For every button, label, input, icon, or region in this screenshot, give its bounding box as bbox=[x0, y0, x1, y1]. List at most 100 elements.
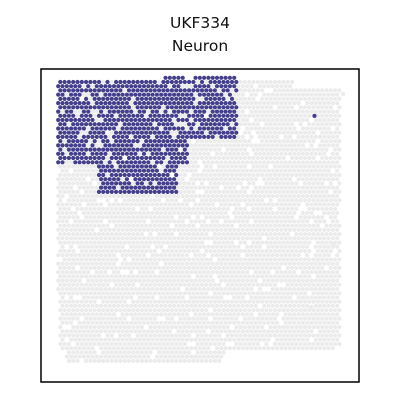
neuron-spot bbox=[146, 126, 151, 131]
tissue-spot bbox=[202, 202, 207, 207]
neuron-spot bbox=[66, 139, 71, 144]
neuron-spot bbox=[73, 151, 78, 156]
tissue-spot bbox=[204, 308, 209, 313]
tissue-spot bbox=[330, 227, 335, 232]
tissue-spot bbox=[225, 333, 230, 338]
neuron-spot bbox=[135, 164, 140, 169]
tissue-spot bbox=[257, 117, 262, 123]
tissue-spot bbox=[302, 172, 308, 178]
tissue-spot bbox=[96, 291, 102, 296]
neuron-spot bbox=[212, 79, 217, 85]
neuron-spot bbox=[114, 172, 119, 178]
tissue-spot bbox=[146, 354, 151, 359]
neuron-spot bbox=[79, 147, 84, 152]
tissue-spot bbox=[251, 206, 256, 211]
tissue-spot bbox=[298, 325, 303, 330]
tissue-spot bbox=[193, 202, 198, 207]
tissue-spot bbox=[66, 206, 71, 211]
tissue-spot bbox=[283, 270, 288, 275]
tissue-spot bbox=[64, 312, 69, 317]
tissue-spot bbox=[287, 270, 293, 275]
tissue-spot bbox=[182, 164, 187, 169]
tissue-spot bbox=[191, 248, 196, 254]
tissue-spot bbox=[221, 232, 226, 237]
tissue-spot bbox=[165, 333, 170, 338]
tissue-spot bbox=[191, 257, 196, 262]
tissue-spot bbox=[148, 274, 153, 279]
tissue-spot bbox=[272, 130, 278, 135]
tissue-spot bbox=[251, 257, 256, 262]
neuron-spot bbox=[225, 88, 230, 93]
tissue-spot bbox=[161, 341, 166, 347]
tissue-spot bbox=[129, 219, 134, 224]
tissue-spot bbox=[199, 232, 205, 237]
tissue-spot bbox=[234, 291, 239, 296]
tissue-spot bbox=[90, 312, 95, 317]
tissue-spot bbox=[105, 265, 110, 270]
tissue-spot bbox=[253, 210, 258, 216]
tissue-spot bbox=[287, 160, 293, 165]
tissue-spot bbox=[305, 134, 310, 139]
tissue-spot bbox=[268, 139, 273, 144]
tissue-spot bbox=[300, 303, 305, 308]
neuron-spot bbox=[62, 88, 67, 93]
tissue-spot bbox=[221, 181, 226, 186]
tissue-spot bbox=[322, 286, 327, 292]
tissue-spot bbox=[114, 341, 119, 347]
tissue-spot bbox=[290, 333, 295, 338]
tissue-spot bbox=[189, 261, 194, 266]
tissue-spot bbox=[309, 101, 314, 106]
neuron-spot bbox=[92, 122, 97, 127]
tissue-spot bbox=[229, 88, 235, 93]
neuron-spot bbox=[152, 147, 157, 152]
tissue-spot bbox=[139, 291, 144, 296]
tissue-spot bbox=[268, 291, 273, 296]
tissue-spot bbox=[296, 219, 301, 224]
tissue-spot bbox=[172, 270, 177, 275]
tissue-spot bbox=[122, 291, 127, 296]
tissue-spot bbox=[161, 291, 166, 296]
tissue-spot bbox=[266, 236, 271, 241]
tissue-spot bbox=[167, 253, 172, 258]
tissue-spot bbox=[322, 194, 327, 199]
tissue-spot bbox=[270, 109, 275, 114]
tissue-spot bbox=[251, 299, 256, 304]
tissue-spot bbox=[300, 329, 305, 334]
neuron-spot bbox=[214, 101, 220, 106]
neuron-spot bbox=[204, 122, 209, 127]
tissue-spot bbox=[262, 329, 267, 334]
neuron-spot bbox=[111, 177, 117, 182]
neuron-spot bbox=[79, 105, 84, 110]
tissue-spot bbox=[105, 198, 110, 203]
tissue-spot bbox=[238, 198, 243, 203]
neuron-spot bbox=[73, 134, 78, 139]
tissue-spot bbox=[187, 223, 192, 228]
tissue-spot bbox=[253, 320, 258, 325]
tissue-spot bbox=[120, 337, 125, 342]
neuron-spot bbox=[103, 134, 108, 139]
neuron-spot bbox=[116, 134, 121, 139]
tissue-spot bbox=[264, 341, 269, 347]
tissue-spot bbox=[204, 215, 209, 220]
tissue-spot bbox=[152, 240, 157, 245]
neuron-spot bbox=[79, 122, 84, 127]
tissue-spot bbox=[176, 270, 181, 275]
tissue-spot bbox=[208, 198, 213, 203]
tissue-spot bbox=[294, 333, 299, 338]
tissue-spot bbox=[133, 109, 138, 114]
tissue-spot bbox=[232, 295, 237, 300]
tissue-spot bbox=[294, 198, 299, 203]
tissue-spot bbox=[129, 236, 134, 241]
tissue-spot bbox=[255, 122, 260, 127]
tissue-spot bbox=[210, 84, 215, 89]
neuron-spot bbox=[60, 84, 65, 89]
neuron-spot bbox=[159, 92, 164, 97]
neuron-spot bbox=[139, 122, 144, 127]
tissue-spot bbox=[187, 257, 192, 262]
neuron-spot bbox=[157, 130, 162, 135]
tissue-spot bbox=[206, 278, 211, 283]
tissue-spot bbox=[71, 299, 76, 304]
neuron-spot bbox=[99, 160, 104, 165]
tissue-spot bbox=[137, 210, 142, 216]
tissue-spot bbox=[84, 240, 89, 245]
